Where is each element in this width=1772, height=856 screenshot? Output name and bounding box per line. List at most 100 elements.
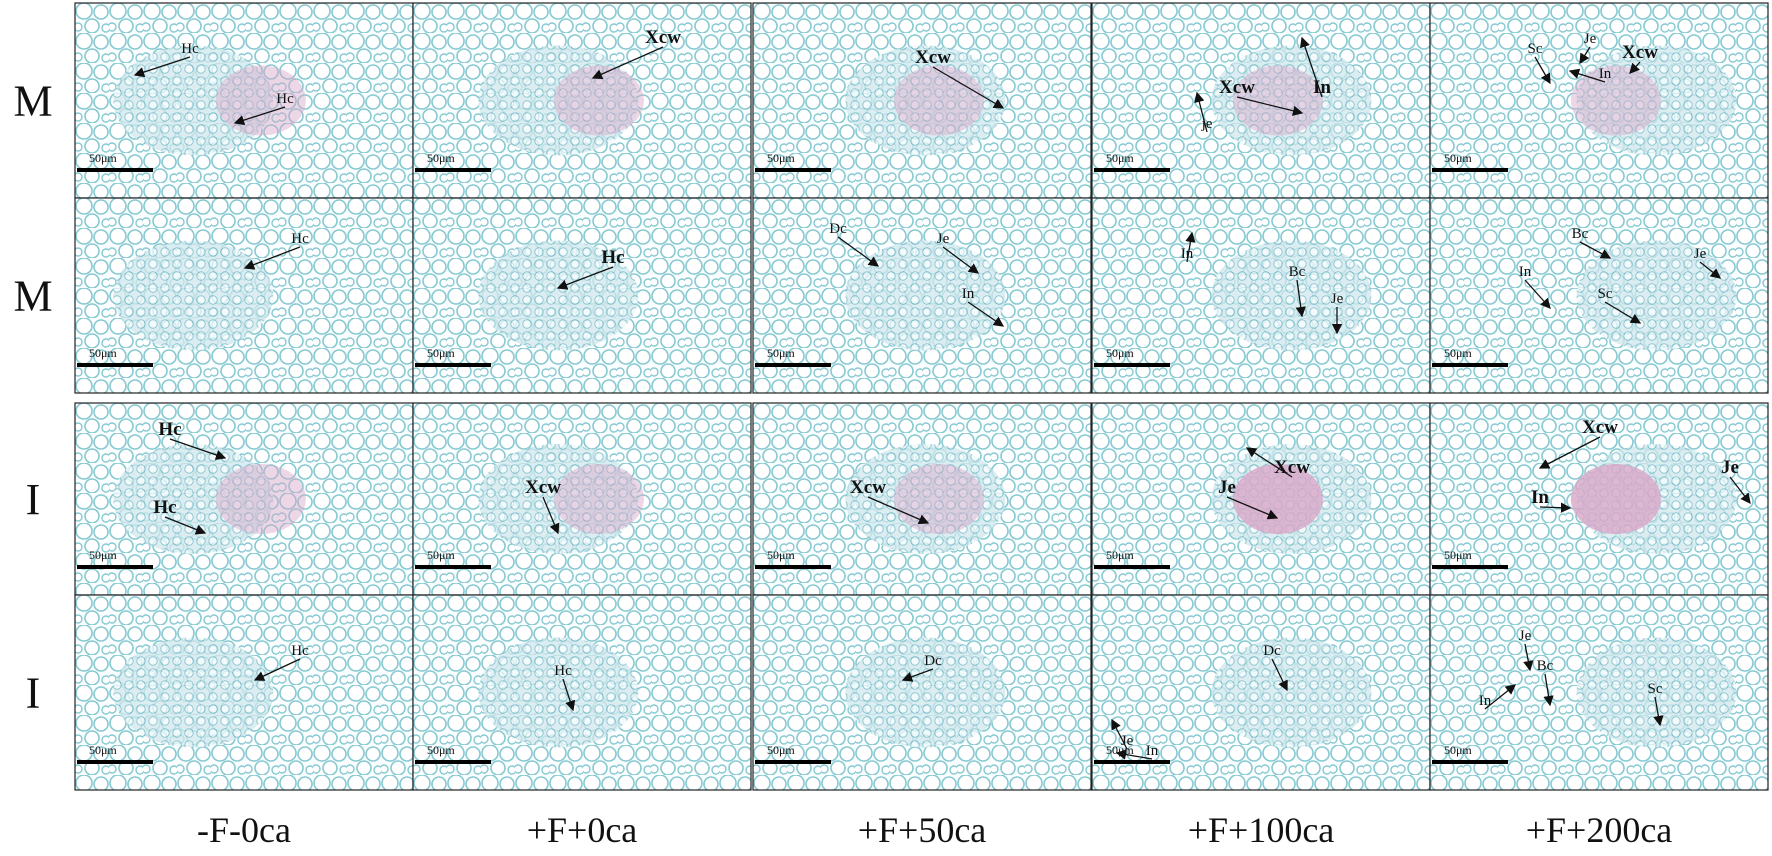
annotation: Xcw	[645, 27, 681, 48]
micrograph-panel: 50μm Dc Je In	[752, 197, 1092, 394]
column-label: +F+100ca	[1188, 810, 1335, 850]
scale-label: 50μm	[427, 151, 455, 165]
annotation-arrow	[1538, 436, 1601, 469]
annotation-arrow	[133, 56, 191, 78]
column-label: +F+50ca	[858, 810, 987, 850]
annotation-arrow	[1729, 476, 1751, 505]
annotation: Hc	[181, 41, 199, 57]
annotation-arrow	[932, 66, 1005, 109]
tissue-region	[113, 45, 274, 156]
stained-xylem	[893, 464, 984, 534]
annotation: Xcw	[1274, 457, 1310, 478]
tissue-region	[845, 637, 1006, 748]
micrograph-panel: 50μm Xcw	[752, 2, 1092, 199]
annotation: je	[1201, 116, 1213, 132]
annotation: Je	[1694, 246, 1707, 262]
micrograph-panel: 50μm Dc	[752, 594, 1092, 791]
annotation-arrow	[1226, 496, 1279, 520]
tissue-region	[1211, 637, 1372, 748]
scale-label: 50μm	[1106, 548, 1134, 562]
annotation: In	[1599, 66, 1612, 82]
annotation: Hc	[153, 497, 176, 518]
annotation-arrow	[1579, 241, 1612, 259]
micrograph-panel: 50μm Xcw	[752, 402, 1092, 596]
scale-label: 50μm	[767, 151, 795, 165]
annotation: In	[1531, 487, 1549, 508]
tissue-region	[1576, 637, 1737, 748]
micrograph-panel: 50μm Xcw Je	[1091, 402, 1431, 596]
scale-label: 50μm	[1444, 151, 1472, 165]
scale-label: 50μm	[427, 743, 455, 757]
stained-xylem	[1570, 464, 1661, 534]
annotation: Hc	[554, 663, 572, 679]
annotation: Sc	[1648, 681, 1663, 697]
micrograph-panel: 50μm Xcw Je In	[1429, 402, 1769, 596]
annotation-arrow	[1111, 718, 1128, 750]
annotation-arrow	[591, 46, 664, 80]
panel-border	[752, 197, 1092, 394]
scale-label: 50μm	[767, 743, 795, 757]
micrograph-panel: 50μm In Bc Je	[1091, 197, 1431, 394]
annotation-arrow	[1653, 696, 1664, 727]
tissue-region	[478, 240, 639, 351]
annotation: Dc	[1263, 643, 1281, 659]
annotation-arrow	[556, 266, 614, 290]
annotation-arrow	[542, 496, 560, 535]
tissue-region	[845, 240, 1006, 351]
annotation: Xcw	[1219, 77, 1255, 98]
annotation-arrow	[1185, 231, 1196, 263]
annotation-arrow	[867, 496, 930, 525]
tissue-region	[113, 240, 274, 351]
annotation: Je	[1584, 31, 1597, 47]
annotation: Xcw	[850, 477, 886, 498]
tissue-region	[113, 637, 274, 748]
micrograph-panel: 50μm Hc	[74, 594, 414, 791]
column-label: +F+0ca	[527, 810, 638, 850]
micrograph-panel: 50μm Xcw In je	[1091, 2, 1431, 199]
panel-border	[412, 594, 752, 791]
annotation-arrow	[1539, 502, 1572, 513]
annotation-arrow	[967, 301, 1005, 327]
annotation-arrow	[243, 246, 301, 270]
tissue-region	[1211, 45, 1372, 156]
annotation: Hc	[291, 231, 309, 247]
annotation-arrow	[1543, 673, 1554, 707]
scale-label: 50μm	[1444, 548, 1472, 562]
stained-xylem	[1232, 65, 1323, 136]
column-label: -F-0ca	[197, 810, 291, 850]
stained-xylem	[215, 464, 306, 534]
tissue-region	[478, 444, 639, 554]
annotation: In	[1181, 246, 1194, 262]
annotation-arrow	[1629, 61, 1641, 74]
annotation-arrow	[1236, 96, 1304, 116]
annotation: Hc	[276, 91, 294, 107]
scale-label: 50μm	[89, 743, 117, 757]
row-label: I	[26, 669, 41, 718]
annotation: Sc	[1598, 286, 1613, 302]
row-label: I	[26, 475, 41, 524]
annotation-arrow	[1115, 749, 1153, 760]
scale-label: 50μm	[89, 346, 117, 360]
panel-border	[412, 197, 752, 394]
annotation-arrow	[1194, 91, 1208, 133]
annotation-arrow	[1245, 447, 1293, 478]
panel-border	[1429, 594, 1769, 791]
tissue-region	[1576, 45, 1737, 156]
scale-label: 50μm	[767, 548, 795, 562]
stained-xylem	[553, 464, 644, 534]
scale-label: 50μm	[89, 151, 117, 165]
annotation: Xcw	[1582, 417, 1618, 438]
annotation: Je	[1218, 477, 1236, 498]
annotation-arrow	[562, 678, 576, 712]
tissue-region	[845, 45, 1006, 156]
annotation: Bc	[1537, 658, 1554, 674]
stained-xylem	[553, 65, 644, 136]
row-label: M	[13, 77, 52, 126]
annotation: Je	[1721, 457, 1739, 478]
annotation: In	[1519, 264, 1532, 280]
annotation-arrow	[1484, 684, 1517, 710]
annotation-arrow	[1271, 658, 1288, 692]
row-label: M	[13, 272, 52, 321]
annotation: Xcw	[915, 47, 951, 68]
